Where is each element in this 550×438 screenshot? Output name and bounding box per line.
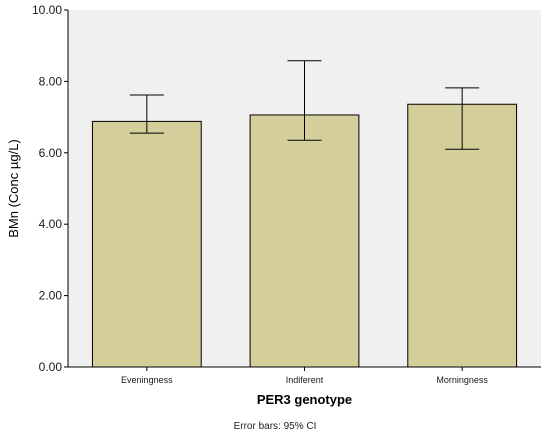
x-tick-label: Morningness xyxy=(436,375,488,385)
bar xyxy=(249,114,360,368)
y-tick-label: 2.00 xyxy=(39,289,63,303)
x-tick-label: Indiferent xyxy=(286,375,324,385)
y-tick-label: 10.00 xyxy=(32,3,62,17)
x-axis-title: PER3 genotype xyxy=(257,392,352,407)
y-tick-label: 0.00 xyxy=(39,360,63,374)
bars-layer xyxy=(91,60,518,368)
y-axis-title: BMn (Conc µg/L) xyxy=(6,139,21,238)
y-tick-label: 6.00 xyxy=(39,146,63,160)
x-tick-label: Eveningness xyxy=(121,375,173,385)
bar xyxy=(91,120,202,368)
y-tick-label: 4.00 xyxy=(39,217,63,231)
y-tick-label: 8.00 xyxy=(39,74,63,88)
error-bars-note: Error bars: 95% CI xyxy=(234,421,317,432)
axes-layer: 0.00 2.00 4.00 6.00 8.00 10.00 Eveningness Indi… xyxy=(32,3,541,385)
